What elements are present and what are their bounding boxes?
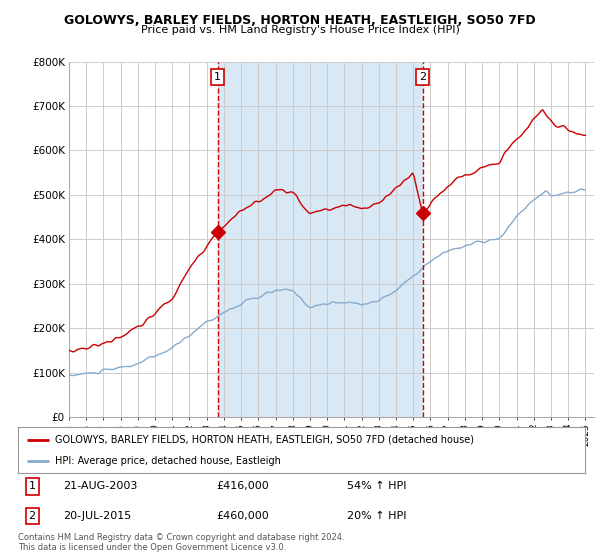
Text: HPI: Average price, detached house, Eastleigh: HPI: Average price, detached house, East… (55, 456, 281, 466)
Text: 20% ↑ HPI: 20% ↑ HPI (347, 511, 406, 521)
Text: 1: 1 (29, 482, 35, 491)
Text: 20-JUL-2015: 20-JUL-2015 (64, 511, 131, 521)
Text: 1: 1 (214, 72, 221, 82)
Text: £460,000: £460,000 (217, 511, 269, 521)
Text: GOLOWYS, BARLEY FIELDS, HORTON HEATH, EASTLEIGH, SO50 7FD (detached house): GOLOWYS, BARLEY FIELDS, HORTON HEATH, EA… (55, 435, 474, 445)
Text: GOLOWYS, BARLEY FIELDS, HORTON HEATH, EASTLEIGH, SO50 7FD: GOLOWYS, BARLEY FIELDS, HORTON HEATH, EA… (64, 14, 536, 27)
Bar (218, 62, 423, 417)
Text: 2: 2 (419, 72, 426, 82)
Text: 2: 2 (29, 511, 36, 521)
Text: 21-AUG-2003: 21-AUG-2003 (64, 482, 138, 491)
Text: Price paid vs. HM Land Registry's House Price Index (HPI): Price paid vs. HM Land Registry's House … (140, 25, 460, 35)
Text: 54% ↑ HPI: 54% ↑ HPI (347, 482, 406, 491)
Text: Contains HM Land Registry data © Crown copyright and database right 2024.: Contains HM Land Registry data © Crown c… (18, 533, 344, 542)
Text: This data is licensed under the Open Government Licence v3.0.: This data is licensed under the Open Gov… (18, 543, 286, 552)
Text: £416,000: £416,000 (217, 482, 269, 491)
